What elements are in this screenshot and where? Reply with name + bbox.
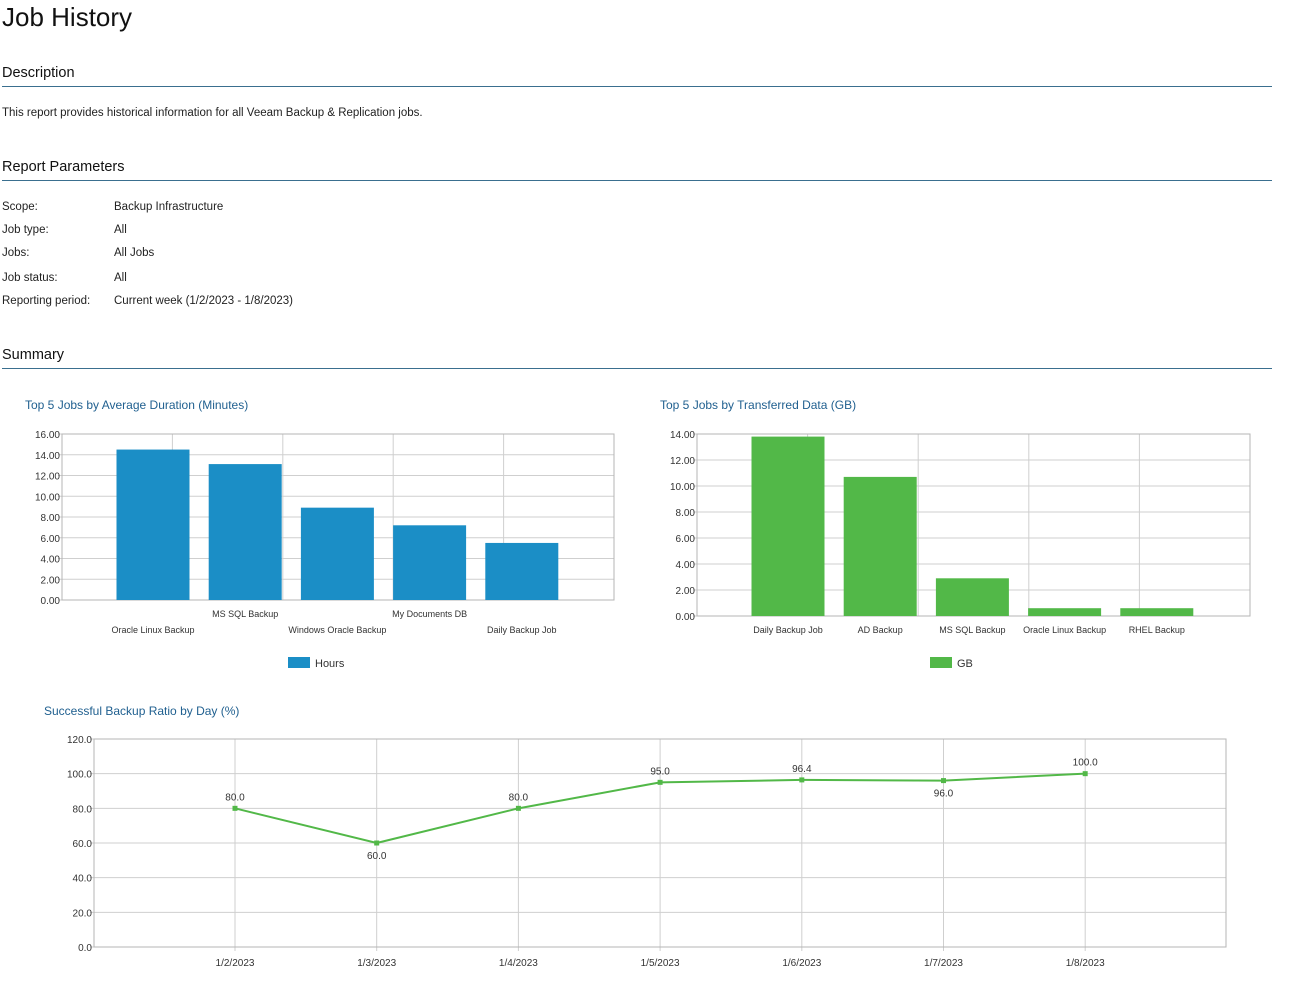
data-label: 96.0 (934, 789, 954, 800)
y-tick-label: 80.0 (73, 804, 93, 815)
summary-heading: Summary (2, 347, 65, 363)
y-tick-label: 12.00 (35, 472, 60, 483)
y-tick-label: 120.0 (67, 735, 92, 746)
bar (1120, 608, 1194, 616)
description-heading: Description (2, 65, 75, 81)
data-point (232, 805, 238, 811)
param-value: All (114, 272, 127, 284)
y-tick-label: 2.00 (676, 586, 696, 597)
x-tick-label: 1/4/2023 (499, 958, 538, 969)
param-value: All Jobs (114, 247, 155, 259)
bar (843, 476, 917, 616)
bar (393, 525, 467, 600)
bar (300, 507, 374, 600)
category-label: My Documents DB (392, 609, 467, 619)
legend-label: GB (957, 658, 973, 670)
data-label: 96.4 (792, 764, 812, 775)
x-tick-label: 1/7/2023 (924, 958, 963, 969)
y-tick-label: 14.00 (670, 430, 695, 441)
chart-title: Top 5 Jobs by Transferred Data (GB) (660, 398, 856, 412)
bar (208, 464, 282, 600)
chart-title: Successful Backup Ratio by Day (%) (44, 704, 239, 718)
bar (1028, 608, 1102, 616)
param-label: Job type: (2, 224, 49, 236)
y-tick-label: 2.00 (41, 575, 61, 586)
x-tick-label: 1/6/2023 (782, 958, 821, 969)
bar (935, 578, 1009, 616)
category-label: Daily Backup Job (753, 625, 823, 635)
param-label: Reporting period: (2, 295, 91, 307)
y-tick-label: 4.00 (676, 560, 696, 571)
duration-bar-chart: Top 5 Jobs by Average Duration (Minutes)… (25, 398, 615, 670)
category-label: Oracle Linux Backup (111, 625, 194, 635)
data-point (799, 777, 805, 783)
data-point (657, 779, 663, 785)
y-tick-label: 60.0 (73, 839, 93, 850)
param-label: Jobs: (2, 247, 30, 259)
parameters-heading: Report Parameters (2, 159, 125, 175)
data-label: 95.0 (650, 766, 670, 777)
y-tick-label: 40.0 (73, 874, 93, 885)
transferred-data-bar-chart: Top 5 Jobs by Transferred Data (GB) 0.00 2… (660, 398, 1251, 670)
category-label: Oracle Linux Backup (1023, 625, 1106, 635)
data-point (941, 778, 946, 784)
data-label: 100.0 (1073, 758, 1098, 769)
summary-divider (2, 368, 1272, 369)
category-label: MS SQL Backup (939, 625, 1005, 635)
description-text: This report provides historical informat… (2, 107, 423, 119)
y-tick-label: 6.00 (676, 534, 696, 545)
y-tick-label: 0.00 (676, 612, 696, 623)
param-value: Backup Infrastructure (114, 201, 224, 213)
x-tick-label: 1/5/2023 (641, 958, 680, 969)
category-label: Windows Oracle Backup (288, 625, 386, 635)
y-tick-label: 0.00 (41, 596, 61, 607)
y-tick-label: 6.00 (41, 534, 61, 545)
y-tick-label: 10.00 (670, 482, 695, 493)
page-title: Job History (2, 2, 133, 32)
legend-swatch (288, 657, 310, 668)
data-point (515, 805, 521, 811)
parameters-divider (2, 180, 1272, 181)
data-point (374, 840, 380, 846)
y-tick-label: 8.00 (41, 513, 61, 524)
y-tick-label: 4.00 (41, 555, 61, 566)
backup-ratio-line-chart: Successful Backup Ratio by Day (%) 0.0 20.… (44, 704, 1227, 969)
param-value: All (114, 224, 127, 236)
description-divider (2, 86, 1272, 87)
y-tick-label: 12.00 (670, 456, 695, 467)
data-point (1082, 771, 1088, 777)
y-tick-label: 20.0 (73, 908, 93, 919)
x-tick-label: 1/2/2023 (216, 958, 255, 969)
param-label: Scope: (2, 201, 38, 213)
y-tick-label: 10.00 (35, 492, 60, 503)
category-label: AD Backup (858, 625, 903, 635)
legend-label: Hours (315, 658, 345, 670)
x-tick-label: 1/8/2023 (1066, 958, 1105, 969)
chart-title: Top 5 Jobs by Average Duration (Minutes) (25, 398, 248, 412)
x-tick-label: 1/3/2023 (357, 958, 396, 969)
y-tick-label: 0.0 (78, 943, 92, 954)
y-tick-label: 100.0 (67, 770, 92, 781)
bar (751, 436, 825, 616)
bar (116, 449, 190, 600)
category-label: MS SQL Backup (212, 609, 278, 619)
y-tick-label: 16.00 (35, 430, 60, 441)
legend-swatch (930, 657, 952, 668)
plot-frame (93, 738, 1227, 948)
y-tick-label: 8.00 (676, 508, 696, 519)
category-label: Daily Backup Job (487, 625, 557, 635)
y-tick-label: 14.00 (35, 451, 60, 462)
data-label: 80.0 (509, 792, 529, 803)
data-label: 80.0 (225, 792, 245, 803)
param-value: Current week (1/2/2023 - 1/8/2023) (114, 295, 293, 307)
data-label: 60.0 (367, 851, 387, 862)
category-label: RHEL Backup (1129, 625, 1185, 635)
bar (485, 542, 559, 600)
param-label: Job status: (2, 272, 58, 284)
